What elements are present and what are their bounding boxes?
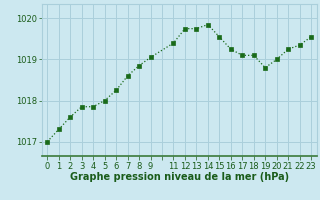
X-axis label: Graphe pression niveau de la mer (hPa): Graphe pression niveau de la mer (hPa) [70,172,289,182]
